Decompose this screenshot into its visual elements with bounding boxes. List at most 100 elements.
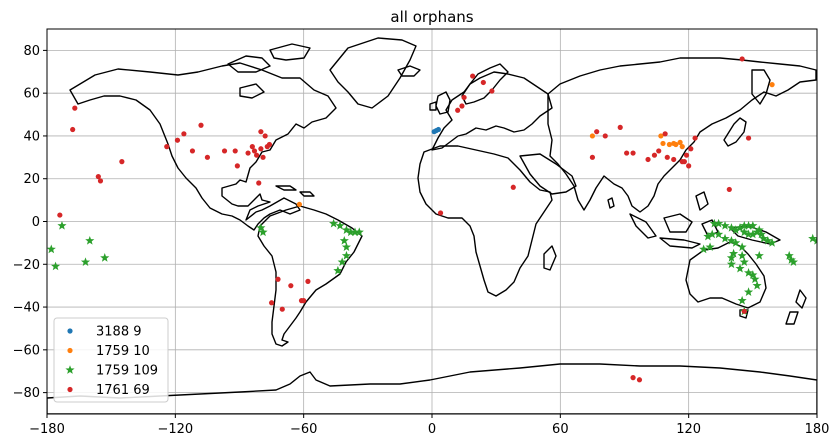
- data-point-series-2: [714, 229, 724, 239]
- data-point-series-2: [748, 270, 758, 279]
- data-point-series-2: [737, 250, 747, 260]
- data-point-series-3: [617, 124, 623, 130]
- data-point-series-3: [268, 300, 275, 306]
- data-point-series-3: [70, 126, 76, 133]
- gridlines: [47, 29, 817, 414]
- data-point-series-2: [743, 268, 754, 277]
- data-point-series-3: [686, 163, 692, 169]
- data-point-series-3: [664, 154, 670, 160]
- data-point-series-2: [85, 235, 95, 245]
- data-point-series-3: [275, 276, 281, 282]
- data-point-series-2: [743, 229, 754, 239]
- legend-label: 1761 69: [96, 383, 150, 398]
- data-point-series-3: [679, 159, 685, 165]
- data-point-series-3: [254, 152, 260, 158]
- data-point-series-2: [80, 257, 91, 267]
- data-point-series-3: [57, 212, 63, 218]
- legend-label: 1759 10: [96, 344, 150, 359]
- data-point-series-2: [57, 220, 67, 230]
- coastline-south-america: [257, 205, 363, 347]
- data-point-series-3: [221, 148, 228, 154]
- data-point-series-1: [296, 201, 302, 207]
- data-point-series-2: [731, 225, 741, 234]
- data-point-series-3: [204, 154, 211, 160]
- data-point-series-3: [198, 122, 204, 128]
- data-point-series-3: [662, 131, 668, 137]
- data-point-series-2: [726, 235, 737, 245]
- data-point-series-2: [341, 225, 352, 234]
- data-point-series-2: [339, 235, 349, 245]
- data-point-series-3: [164, 144, 170, 150]
- data-point-series-3: [288, 283, 294, 289]
- data-point-series-3: [234, 163, 240, 169]
- data-point-series-2: [748, 220, 758, 230]
- data-point-series-3: [258, 129, 264, 135]
- data-point-series-1: [658, 133, 664, 139]
- data-point-series-1: [666, 141, 673, 148]
- data-point-series-3: [594, 129, 600, 135]
- data-point-series-2: [726, 259, 737, 269]
- data-point-series-3: [470, 73, 476, 79]
- y-tick-label: −20: [13, 258, 40, 273]
- data-point-series-2: [720, 220, 730, 230]
- data-point-series-3: [688, 146, 694, 152]
- x-axis: −180 −120 −60 0 60 120 180: [29, 414, 829, 437]
- y-tick-label: 80: [23, 44, 40, 59]
- y-tick-label: −40: [13, 301, 40, 316]
- coastline-australia: [685, 241, 767, 309]
- y-axis: −80 −60 −40 −20 0 20 40 60 80: [13, 44, 47, 401]
- data-point-series-1: [769, 82, 775, 88]
- data-point-series-3: [119, 159, 125, 165]
- data-point-series-2: [346, 227, 356, 237]
- chart-title: all orphans: [390, 8, 473, 26]
- data-point-series-3: [683, 152, 690, 158]
- data-point-series-3: [636, 377, 643, 383]
- coastline-scandinavia: [461, 63, 509, 105]
- data-point-series-3: [489, 88, 495, 94]
- data-point-series-3: [245, 150, 251, 156]
- data-point-series-2: [743, 287, 754, 296]
- data-point-series-1: [677, 139, 683, 145]
- data-point-series-2: [707, 229, 717, 239]
- legend-label: 3188 9: [96, 325, 142, 340]
- data-point-series-2: [754, 250, 764, 260]
- data-point-series-2: [341, 242, 352, 252]
- data-point-series-2: [739, 257, 749, 267]
- data-point-series-2: [714, 218, 724, 228]
- data-point-series-2: [731, 238, 741, 247]
- x-tick-label: −60: [290, 422, 317, 437]
- coastline-arctic-islands: [227, 43, 311, 99]
- data-point-series-3: [262, 133, 268, 139]
- legend-marker: [65, 365, 75, 374]
- data-point-series-3: [656, 148, 662, 154]
- data-point-series-3: [630, 375, 636, 381]
- data-point-series-2: [720, 233, 730, 243]
- y-tick-label: 40: [23, 129, 40, 144]
- coastline-caribbean: [275, 185, 315, 197]
- data-point-series-3: [480, 79, 486, 86]
- data-point-series-3: [510, 184, 516, 190]
- coastline-north-america: [69, 62, 337, 231]
- data-point-series-3: [602, 133, 608, 139]
- data-point-series-2: [258, 227, 268, 237]
- x-tick-label: 0: [428, 422, 436, 437]
- x-tick-label: 180: [805, 422, 830, 437]
- data-point-series-3: [258, 146, 264, 152]
- data-point-series-3: [279, 306, 285, 312]
- data-point-series-2: [705, 242, 715, 252]
- data-point-series-2: [50, 261, 61, 271]
- legend-box: [53, 317, 169, 403]
- y-tick-label: −60: [13, 343, 40, 358]
- data-markers: [47, 56, 817, 383]
- coastline-arabia: [519, 153, 577, 195]
- data-point-series-3: [461, 94, 467, 101]
- data-point-series-3: [630, 150, 636, 156]
- data-point-series-3: [437, 210, 444, 216]
- coastline-antarctica: [47, 363, 817, 414]
- data-point-series-3: [726, 186, 732, 193]
- data-point-series-3: [305, 278, 311, 284]
- data-point-series-3: [181, 131, 187, 137]
- coastline-greenland: [329, 37, 417, 109]
- data-point-series-3: [95, 173, 101, 180]
- data-point-series-2: [335, 220, 345, 230]
